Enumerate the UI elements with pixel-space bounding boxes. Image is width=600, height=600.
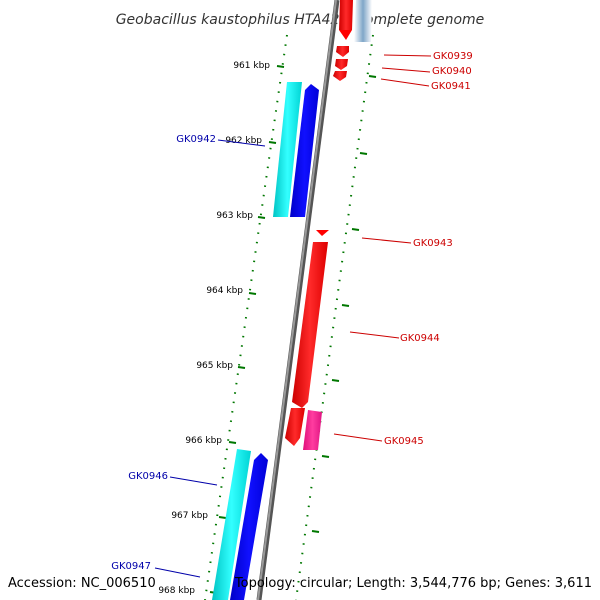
genome-backbone-highlight	[257, 0, 337, 600]
diagram-title: Geobacillus kaustophilus HTA426, complet…	[116, 12, 485, 28]
gene-GK0942-cyan	[273, 82, 302, 217]
gene-GK0945-magenta	[303, 410, 322, 450]
gene-label-GK0943[interactable]: GK0943	[413, 238, 453, 249]
kbp-label-963: 963 kbp	[216, 211, 253, 221]
accession-text: Accession: NC_006510	[8, 576, 156, 591]
kbp-label-967: 967 kbp	[171, 511, 208, 521]
gene-label-GK0942[interactable]: GK0942	[176, 134, 216, 145]
topology-text: Topology: circular; Length: 3,544,776 bp…	[234, 576, 592, 591]
gene-label-GK0947[interactable]: GK0947	[111, 561, 151, 572]
outer-dotted-ring	[295, 34, 374, 600]
gene-GK0940[interactable]	[335, 59, 348, 70]
leader-lines-reverse	[154, 139, 266, 578]
gene-label-GK0944[interactable]: GK0944	[400, 333, 440, 344]
kbp-label-964: 964 kbp	[206, 286, 243, 296]
gene-label-GK0940[interactable]: GK0940	[432, 66, 472, 77]
leader-lines-forward	[333, 54, 432, 442]
gene-label-GK0939[interactable]: GK0939	[433, 51, 473, 62]
gene-GK0945[interactable]	[285, 408, 305, 446]
gene-GK0941[interactable]	[333, 71, 347, 81]
gene-label-GK0941[interactable]: GK0941	[431, 81, 471, 92]
kbp-label-968: 968 kbp	[158, 586, 195, 596]
kbp-label-962: 962 kbp	[225, 136, 262, 146]
kbp-label-961: 961 kbp	[233, 61, 270, 71]
gene-GK0939[interactable]	[336, 46, 349, 57]
gene-GK0942[interactable]	[290, 84, 319, 217]
gene-GK0946-cyan	[212, 449, 251, 600]
gene-GK0943[interactable]	[316, 230, 329, 236]
gene-label-GK0946[interactable]: GK0946	[128, 471, 168, 482]
gene-label-GK0945[interactable]: GK0945	[384, 436, 424, 447]
kbp-label-966: 966 kbp	[185, 436, 222, 446]
inner-dotted-ring	[204, 34, 288, 600]
gene-GK0944[interactable]	[292, 242, 328, 408]
gene-GK0946[interactable]	[230, 453, 268, 600]
outer-major-ticks	[311, 75, 377, 533]
top-partial-features	[339, 0, 372, 42]
kbp-label-965: 965 kbp	[196, 361, 233, 371]
